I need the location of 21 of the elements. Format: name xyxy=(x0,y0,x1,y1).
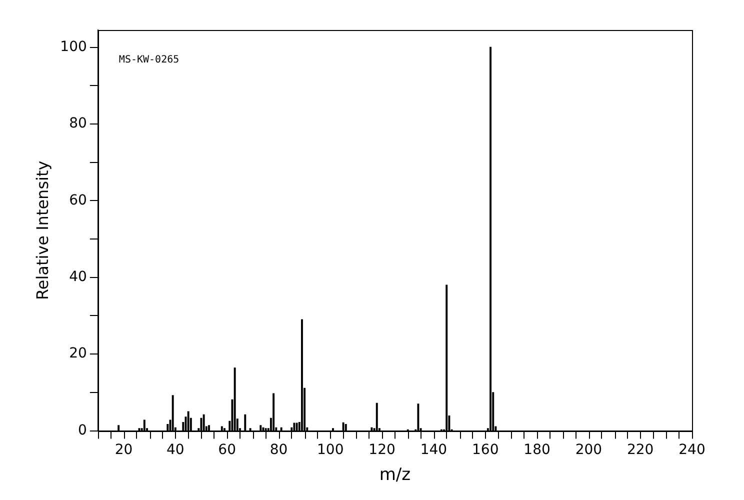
annotation: MS-KW-0265 xyxy=(118,54,180,66)
y-tick-label: 20 xyxy=(69,346,87,362)
x-axis-title: m/z xyxy=(379,465,411,486)
x-tick-label: 120 xyxy=(368,442,396,458)
y-tick-label: 40 xyxy=(69,269,87,286)
y-axis-title: Relative Intensity xyxy=(32,160,52,300)
y-tick-label: 80 xyxy=(69,116,87,132)
x-tick-label: 180 xyxy=(524,442,550,458)
y-tick-label: 100 xyxy=(60,38,87,55)
x-tick-label: 200 xyxy=(575,442,602,458)
x-tick-label: 240 xyxy=(678,442,706,458)
y-tick-label: 0 xyxy=(78,422,87,438)
y-tick-label: 60 xyxy=(69,192,87,208)
x-tick-label: 60 xyxy=(218,442,236,458)
x-tick-label: 100 xyxy=(317,442,344,458)
x-tick-label: 220 xyxy=(626,442,654,458)
x-tick-label: 140 xyxy=(420,442,448,458)
x-tick-label: 160 xyxy=(472,442,499,458)
x-tick-label: 20 xyxy=(114,442,133,458)
x-tick-label: 40 xyxy=(166,442,184,458)
x-tick-label: 80 xyxy=(270,442,288,458)
